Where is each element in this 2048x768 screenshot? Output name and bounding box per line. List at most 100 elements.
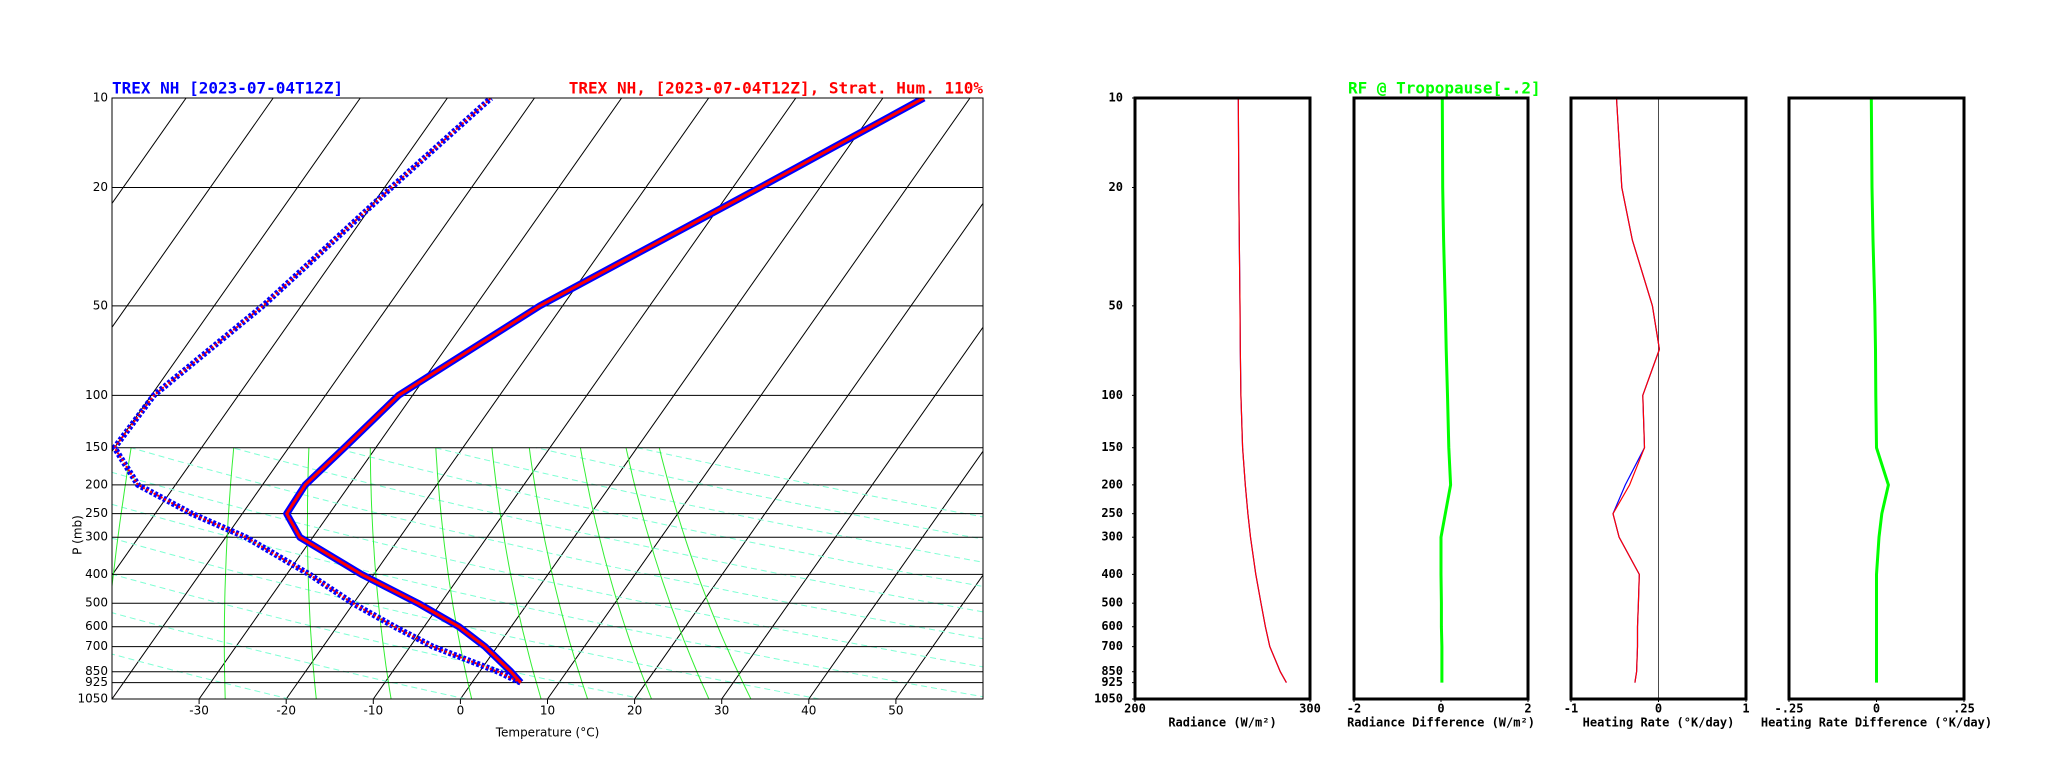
isotherm xyxy=(634,202,983,699)
panel-title: RF @ Tropopause[-.2] xyxy=(1348,79,1541,98)
dry-adiabat xyxy=(112,537,820,699)
isotherm xyxy=(112,98,535,699)
dry-adiabat xyxy=(112,503,983,698)
y-tick-label: 1050 xyxy=(1094,692,1123,706)
isotherm xyxy=(982,698,983,699)
x-tick-label: 30 xyxy=(714,704,729,718)
mixing-ratio-line xyxy=(528,447,589,699)
x-tick-label: 10 xyxy=(540,704,555,718)
temperature-line xyxy=(285,98,925,684)
isotherm xyxy=(459,98,884,699)
y-tick-label: 200 xyxy=(85,477,108,491)
mixing-ratio-line xyxy=(658,447,752,699)
dry-adiabat xyxy=(112,573,643,699)
y-tick-label: 200 xyxy=(1101,477,1123,491)
isotherm xyxy=(372,98,797,699)
y-tick-label: 925 xyxy=(1101,675,1123,689)
y-tick-label: 250 xyxy=(1101,506,1123,520)
dry-adiabat xyxy=(535,447,983,540)
y-tick-label: 100 xyxy=(85,388,108,402)
x-tick-label: .25 xyxy=(1953,702,1975,716)
dry-adiabat xyxy=(333,447,983,587)
isotherm xyxy=(198,98,623,699)
isotherm xyxy=(112,98,361,453)
panel-frame xyxy=(1133,96,1312,701)
dry-adiabat xyxy=(112,653,290,699)
panel-frame xyxy=(1787,96,1966,701)
x-tick-label: 0 xyxy=(1873,702,1880,716)
profile-line xyxy=(1869,97,1890,683)
mixing-ratio-line xyxy=(579,447,652,699)
y-tick-label: 600 xyxy=(85,619,108,633)
mixing-ratio-line xyxy=(491,447,542,699)
mixing-ratio-line xyxy=(625,447,710,699)
y-tick-label: 300 xyxy=(1101,530,1123,544)
dry-adiabat xyxy=(112,471,983,668)
profile-line xyxy=(1439,97,1453,683)
x-tick-label: -30 xyxy=(189,704,209,718)
isotherm xyxy=(808,450,983,699)
panel-frame xyxy=(1352,96,1530,701)
y-tick-label: 400 xyxy=(1101,567,1123,581)
y-tick-label: 500 xyxy=(85,596,108,610)
mixing-ratio-line xyxy=(435,447,473,699)
x-tick-label: 200 xyxy=(1124,702,1146,716)
isotherm xyxy=(721,326,983,699)
dewpoint-line xyxy=(112,98,522,686)
y-tick-label: 300 xyxy=(85,530,108,544)
y-tick-label: 925 xyxy=(85,675,108,689)
y-tick-label: 850 xyxy=(1101,664,1123,678)
y-tick-label: 500 xyxy=(1101,596,1123,610)
y-tick-label: 150 xyxy=(85,440,108,454)
x-axis-label: Radiance Difference (W/m²) xyxy=(1347,716,1535,730)
y-tick-label: 1050 xyxy=(77,692,108,706)
dry-adiabat xyxy=(112,612,467,699)
y-tick-label: 850 xyxy=(85,664,108,678)
x-axis-label: Heating Rate Difference (°K/day) xyxy=(1761,716,1992,730)
temperature-line xyxy=(283,98,926,685)
x-tick-label: 0 xyxy=(1437,702,1444,716)
x-tick-label: 40 xyxy=(801,704,816,718)
y-tick-label: 20 xyxy=(93,180,108,194)
isotherm xyxy=(547,98,971,699)
y-tick-label: 20 xyxy=(1109,180,1123,194)
series-title: TREX NH [2023-07-04T12Z] xyxy=(112,79,343,98)
dewpoint-line xyxy=(113,98,522,684)
x-axis-label: Heating Rate (°K/day) xyxy=(1583,716,1735,730)
x-axis-label: Radiance (W/m²) xyxy=(1168,716,1276,730)
y-tick-label: 50 xyxy=(1109,298,1123,312)
y-tick-label: 150 xyxy=(1101,440,1123,454)
mixing-ratio-line xyxy=(369,447,392,699)
x-tick-label: -2 xyxy=(1347,702,1361,716)
y-tick-label: 250 xyxy=(85,506,108,520)
x-tick-label: 300 xyxy=(1299,702,1321,716)
dry-adiabat xyxy=(434,447,983,563)
mixing-ratio-line xyxy=(223,447,235,699)
x-tick-label: -1 xyxy=(1564,702,1578,716)
x-tick-label: 0 xyxy=(1655,702,1662,716)
panel-frame xyxy=(1569,96,1748,701)
y-tick-label: 600 xyxy=(1101,619,1123,633)
skewt-plot-area xyxy=(112,98,983,699)
x-axis-label: Temperature (°C) xyxy=(495,726,600,740)
y-tick-label: 50 xyxy=(93,298,108,312)
profile-line xyxy=(1237,97,1287,683)
x-tick-label: -.25 xyxy=(1775,702,1804,716)
y-axis-label: P (mb) xyxy=(71,515,85,555)
isotherm xyxy=(285,98,710,699)
x-tick-label: -10 xyxy=(363,704,383,718)
isotherm xyxy=(895,574,983,699)
x-tick-label: 1 xyxy=(1742,702,1749,716)
dry-adiabat xyxy=(232,447,983,613)
y-tick-label: 400 xyxy=(85,567,108,581)
x-tick-label: -20 xyxy=(276,704,296,718)
profile-line xyxy=(1612,97,1661,683)
y-tick-label: 100 xyxy=(1101,388,1123,402)
dry-adiabat xyxy=(130,447,983,640)
x-tick-label: 2 xyxy=(1524,702,1531,716)
y-tick-label: 700 xyxy=(85,639,108,653)
profile-line xyxy=(1612,97,1661,683)
isotherm xyxy=(112,98,448,576)
dry-adiabat xyxy=(637,447,983,518)
